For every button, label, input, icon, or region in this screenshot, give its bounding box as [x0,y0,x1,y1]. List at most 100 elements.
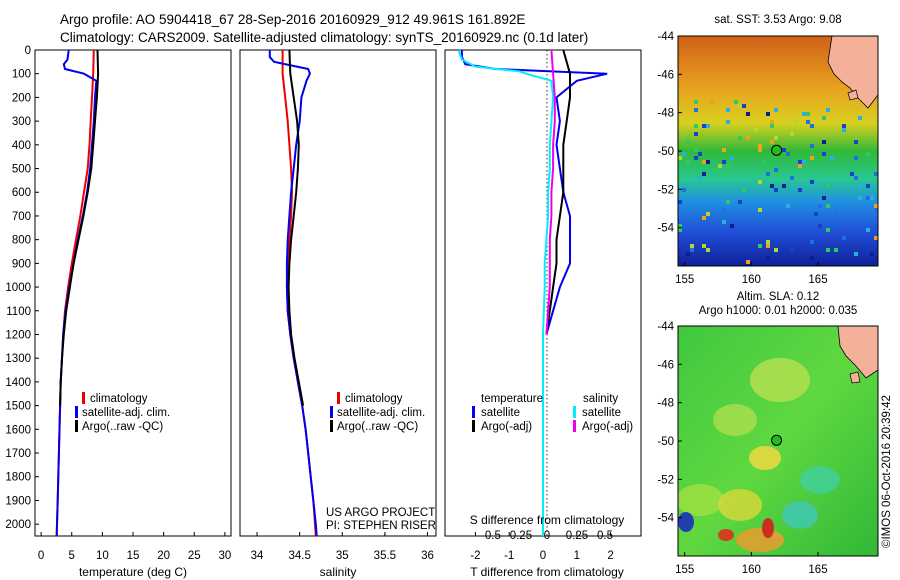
salinity-legend: climatology satellite-adj. clim. Argo(..… [330,392,425,433]
sst-pixel [822,116,826,120]
sst-pixel [798,160,802,164]
temperature-panel: 0100200300400500600700800900100011001200… [5,45,232,579]
y-tick-label: 200 [12,92,31,104]
sst-pixel [774,172,778,176]
sst-pixel [702,172,706,176]
sst-pixel [826,172,830,176]
sst-pixel [770,124,774,128]
difference-legend: temperature satellite Argo(-adj) salinit… [472,393,633,433]
sst-pixel [730,224,734,228]
sst-pixel [758,244,762,248]
sst-pixel [706,124,710,128]
sst-pixel [738,200,742,204]
temperature-legend: climatology satellite-adj. clim. Argo(..… [75,392,170,433]
sst-pixel [810,144,814,148]
sst-pixel [774,136,778,140]
sst-pixel [758,180,762,184]
legend-swatch-satellite [75,406,78,418]
t-difference-xlabel: T difference from climatology [470,565,624,579]
sst-pixel [866,152,870,156]
sst-pixel [810,180,814,184]
map-y-tick-label: -52 [657,474,674,486]
y-tick-label: 300 [12,116,31,128]
legend-swatch-salinity-satellite [573,406,576,418]
y-tick-label: 1100 [6,306,31,318]
project-annotation: US ARGO PROJECT [326,507,435,519]
sst-pixel [730,156,734,160]
sst-pixel [834,212,838,216]
difference-top-axis: S difference from climatology -0.5 -0.25… [470,513,625,542]
sst-pixel [722,220,726,224]
series-line-argo-raw-qc [59,49,100,406]
sst-pixel [690,248,694,252]
x-tick-label: 20 [157,550,170,562]
map-x-tick-label: 160 [742,564,761,576]
sst-pixel [686,160,690,164]
sst-pixel [854,252,858,256]
sst-pixel [818,224,822,228]
new-zealand-landmass [837,326,878,379]
sst-pixel [818,204,822,208]
x-tick-label: 35 [336,550,349,562]
sst-pixel [726,108,730,112]
sst-pixel [874,172,878,176]
top-tick-label: -0.25 [506,530,532,542]
map-y-tick-label: -54 [657,513,674,525]
sst-pixel [874,208,878,212]
y-tick-label: 2000 [5,519,31,531]
sst-pixel [774,168,778,172]
x-tick-label: 2 [607,550,613,562]
sst-pixel [826,248,830,252]
argo-location-marker [771,434,783,446]
map-x-tick-label: 165 [808,564,827,576]
sst-pixel [678,224,682,228]
sst-pixel [678,228,682,232]
legend-label-climatology: climatology [90,393,148,405]
y-tick-label: 400 [12,140,31,152]
sst-map: sat. SST: 3.53 Argo: 9.08 -44 -46 -48 -50 -5… [657,14,879,286]
x-tick-label: -2 [470,550,480,562]
island-shape [849,371,861,384]
top-tick-label: 0 [544,530,550,542]
sst-pixel [842,236,846,240]
sst-pixel [754,128,758,132]
sst-pixel [790,176,794,180]
legend-swatch-climatology [82,392,85,404]
sst-pixel [690,244,694,248]
y-tick-label: 1000 [5,282,31,294]
legend-swatch-argo [75,420,78,432]
x-tick-label: 36 [421,550,434,562]
sst-pixel [726,172,730,176]
sst-pixel [826,184,830,188]
sst-pixel-texture [678,100,878,264]
sst-pixel [822,152,826,156]
y-tick-label: 500 [12,164,31,176]
sst-pixel [786,204,790,208]
sst-pixel [798,164,802,168]
x-tick-label: 25 [188,550,201,562]
legend-title-temperature: temperature [481,393,543,405]
sla-map-title: Altim. SLA: 0.12 [737,291,819,303]
sst-pixel [706,212,710,216]
legend-swatch-temperature-argo [472,420,475,432]
sst-pixel [686,252,690,256]
series-line-satellite-adj-clim [268,50,318,537]
sst-pixel [842,128,846,132]
sst-pixel [874,204,878,208]
map-y-tick-label: -48 [657,398,674,410]
y-tick-label: 700 [12,211,31,223]
x-tick-label: 0 [38,550,44,562]
figure-subtitle: Climatology: CARS2009. Satellite-adjuste… [60,30,588,45]
sst-pixel [722,208,726,212]
sst-pixel [802,112,806,116]
sst-pixel [718,164,722,168]
legend-label-argo: Argo(..raw -QC) [82,421,163,433]
series-line-temperature-satellite [460,50,608,335]
sst-pixel [822,196,826,200]
map-y-tick-label: -44 [657,321,674,333]
sst-pixel [742,188,746,192]
sst-pixel [810,256,814,260]
map-x-tick-label: 155 [675,564,694,576]
sst-pixel [726,120,730,124]
legend-label-salinity-satellite: satellite [582,407,621,419]
